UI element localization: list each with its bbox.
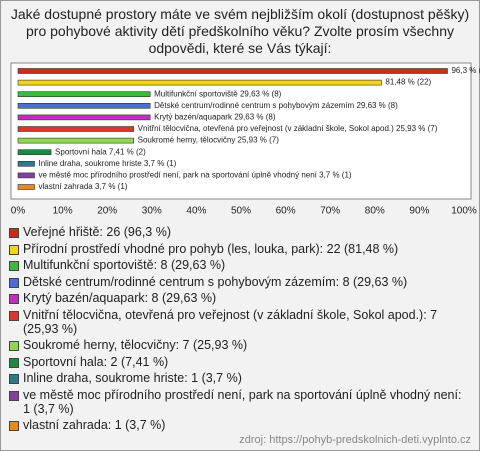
legend-swatch <box>9 310 19 321</box>
legend-swatch <box>9 261 19 271</box>
legend-swatch <box>9 341 19 351</box>
legend-swatch <box>9 357 19 368</box>
legend-label: Vnitřní tělocvična, otevřená pro veřejno… <box>23 307 438 336</box>
data-label: Krytý bazén/aquapark 29,63 % (8) <box>154 113 276 122</box>
chart-title: Jaké dostupné prostory máte ve svém nejb… <box>10 6 470 56</box>
legend-item: Veřejné hřiště: 26 (96,3 %) <box>9 225 471 239</box>
legend-swatch <box>9 228 19 238</box>
legend-item: Přírodní prostředí vhodné pro pohyb (les… <box>9 242 471 256</box>
x-tick-label: 70% <box>320 206 340 217</box>
x-tick-label: 80% <box>365 206 385 217</box>
legend-label: Sportovní hala: 2 (7,41 %) <box>23 354 169 369</box>
legend-item: Inline draha, soukrome hriste: 1 (3,7 %) <box>9 371 471 385</box>
data-label: Inline draha, soukrome hriste 3,7 % (1) <box>39 159 177 168</box>
x-tick-label: 60% <box>276 206 296 217</box>
legend-item: Dětské centrum/rodinné centrum s pohybov… <box>9 275 471 289</box>
x-tick-label: 90% <box>409 206 429 217</box>
bar <box>17 184 35 190</box>
x-tick-label: 100% <box>451 206 477 217</box>
legend-item: Sportovní hala: 2 (7,41 %) <box>9 355 471 369</box>
legend-label: ve městě moc přírodního prostředí není, … <box>23 387 462 416</box>
bar <box>17 126 134 132</box>
bar <box>17 114 151 121</box>
legend-label: Inline draha, soukrome hriste: 1 (3,7 %) <box>23 371 242 385</box>
data-label: vlastní zahrada 3,7 % (1) <box>39 182 128 191</box>
legend-swatch <box>9 421 19 431</box>
bar <box>17 79 382 86</box>
legend-item: Krytý bazén/aquapark: 8 (29,63 %) <box>9 291 471 305</box>
data-label: Multifunkční sportoviště 29,63 % (8) <box>154 89 282 98</box>
legend-item: Multifunkční sportoviště: 8 (29,63 %) <box>9 258 471 272</box>
legend-label: Multifunkční sportoviště: 8 (29,63 %) <box>23 258 226 272</box>
x-tick-label: 30% <box>142 206 162 217</box>
data-label: Dětské centrum/rodinné centrum s pohybov… <box>154 101 398 110</box>
legend-swatch <box>9 294 19 304</box>
bar <box>17 68 448 74</box>
data-label: 96,3 % (26) <box>451 66 480 75</box>
legend-label: Veřejné hřiště: 26 (96,3 %) <box>23 225 171 239</box>
legend-label: vlastní zahrada: 1 (3,7 %) <box>23 418 166 432</box>
data-label: Soukromé herny, tělocvičny 25,93 % (7) <box>138 136 280 145</box>
legend-item: Soukromé herny, tělocvičny: 7 (25,93 %) <box>9 338 471 352</box>
data-label: ve městě moc přírodního prostředí není, … <box>39 171 352 180</box>
legend-item: ve městě moc přírodního prostředí není, … <box>9 388 471 416</box>
legend-swatch <box>9 244 19 255</box>
legend-item: Vnitřní tělocvična, otevřená pro veřejno… <box>9 308 471 336</box>
bar <box>17 149 52 155</box>
legend-label: Soukromé herny, tělocvičny: 7 (25,93 %) <box>23 338 248 352</box>
x-tick-label: 50% <box>231 206 251 217</box>
legend-label: Přírodní prostředí vhodné pro pohyb (les… <box>23 241 399 256</box>
bar <box>17 172 35 179</box>
legend: Veřejné hřiště: 26 (96,3 %) Přírodní pros… <box>9 225 471 435</box>
bar <box>17 91 151 98</box>
source: zdroj: https://pohyb-predskolnich-deti.v… <box>239 434 471 446</box>
bar <box>17 161 35 167</box>
x-tick-label: 0% <box>11 206 26 217</box>
x-tick-label: 10% <box>53 206 73 217</box>
legend-swatch <box>9 374 19 384</box>
bar <box>17 102 151 109</box>
bar <box>17 137 134 144</box>
data-label: Vnitřní tělocvična, otevřená pro veřejno… <box>138 124 438 133</box>
legend-item: vlastní zahrada: 1 (3,7 %) <box>9 418 471 432</box>
x-tick-label: 20% <box>97 206 117 217</box>
legend-label: Dětské centrum/rodinné centrum s pohybov… <box>23 274 408 289</box>
legend-swatch <box>9 277 19 288</box>
data-label: Sportovní hala 7,41 % (2) <box>55 147 146 156</box>
legend-swatch <box>9 390 19 401</box>
chart: 0% 10% 20% 30% 40% 50% 60% 70% 80% 90% 100% 96,3 % … <box>10 62 480 217</box>
x-tick-label: 40% <box>186 206 206 217</box>
data-label: 81,48 % (22) <box>385 78 431 87</box>
legend-label: Krytý bazén/aquapark: 8 (29,63 %) <box>23 291 217 305</box>
